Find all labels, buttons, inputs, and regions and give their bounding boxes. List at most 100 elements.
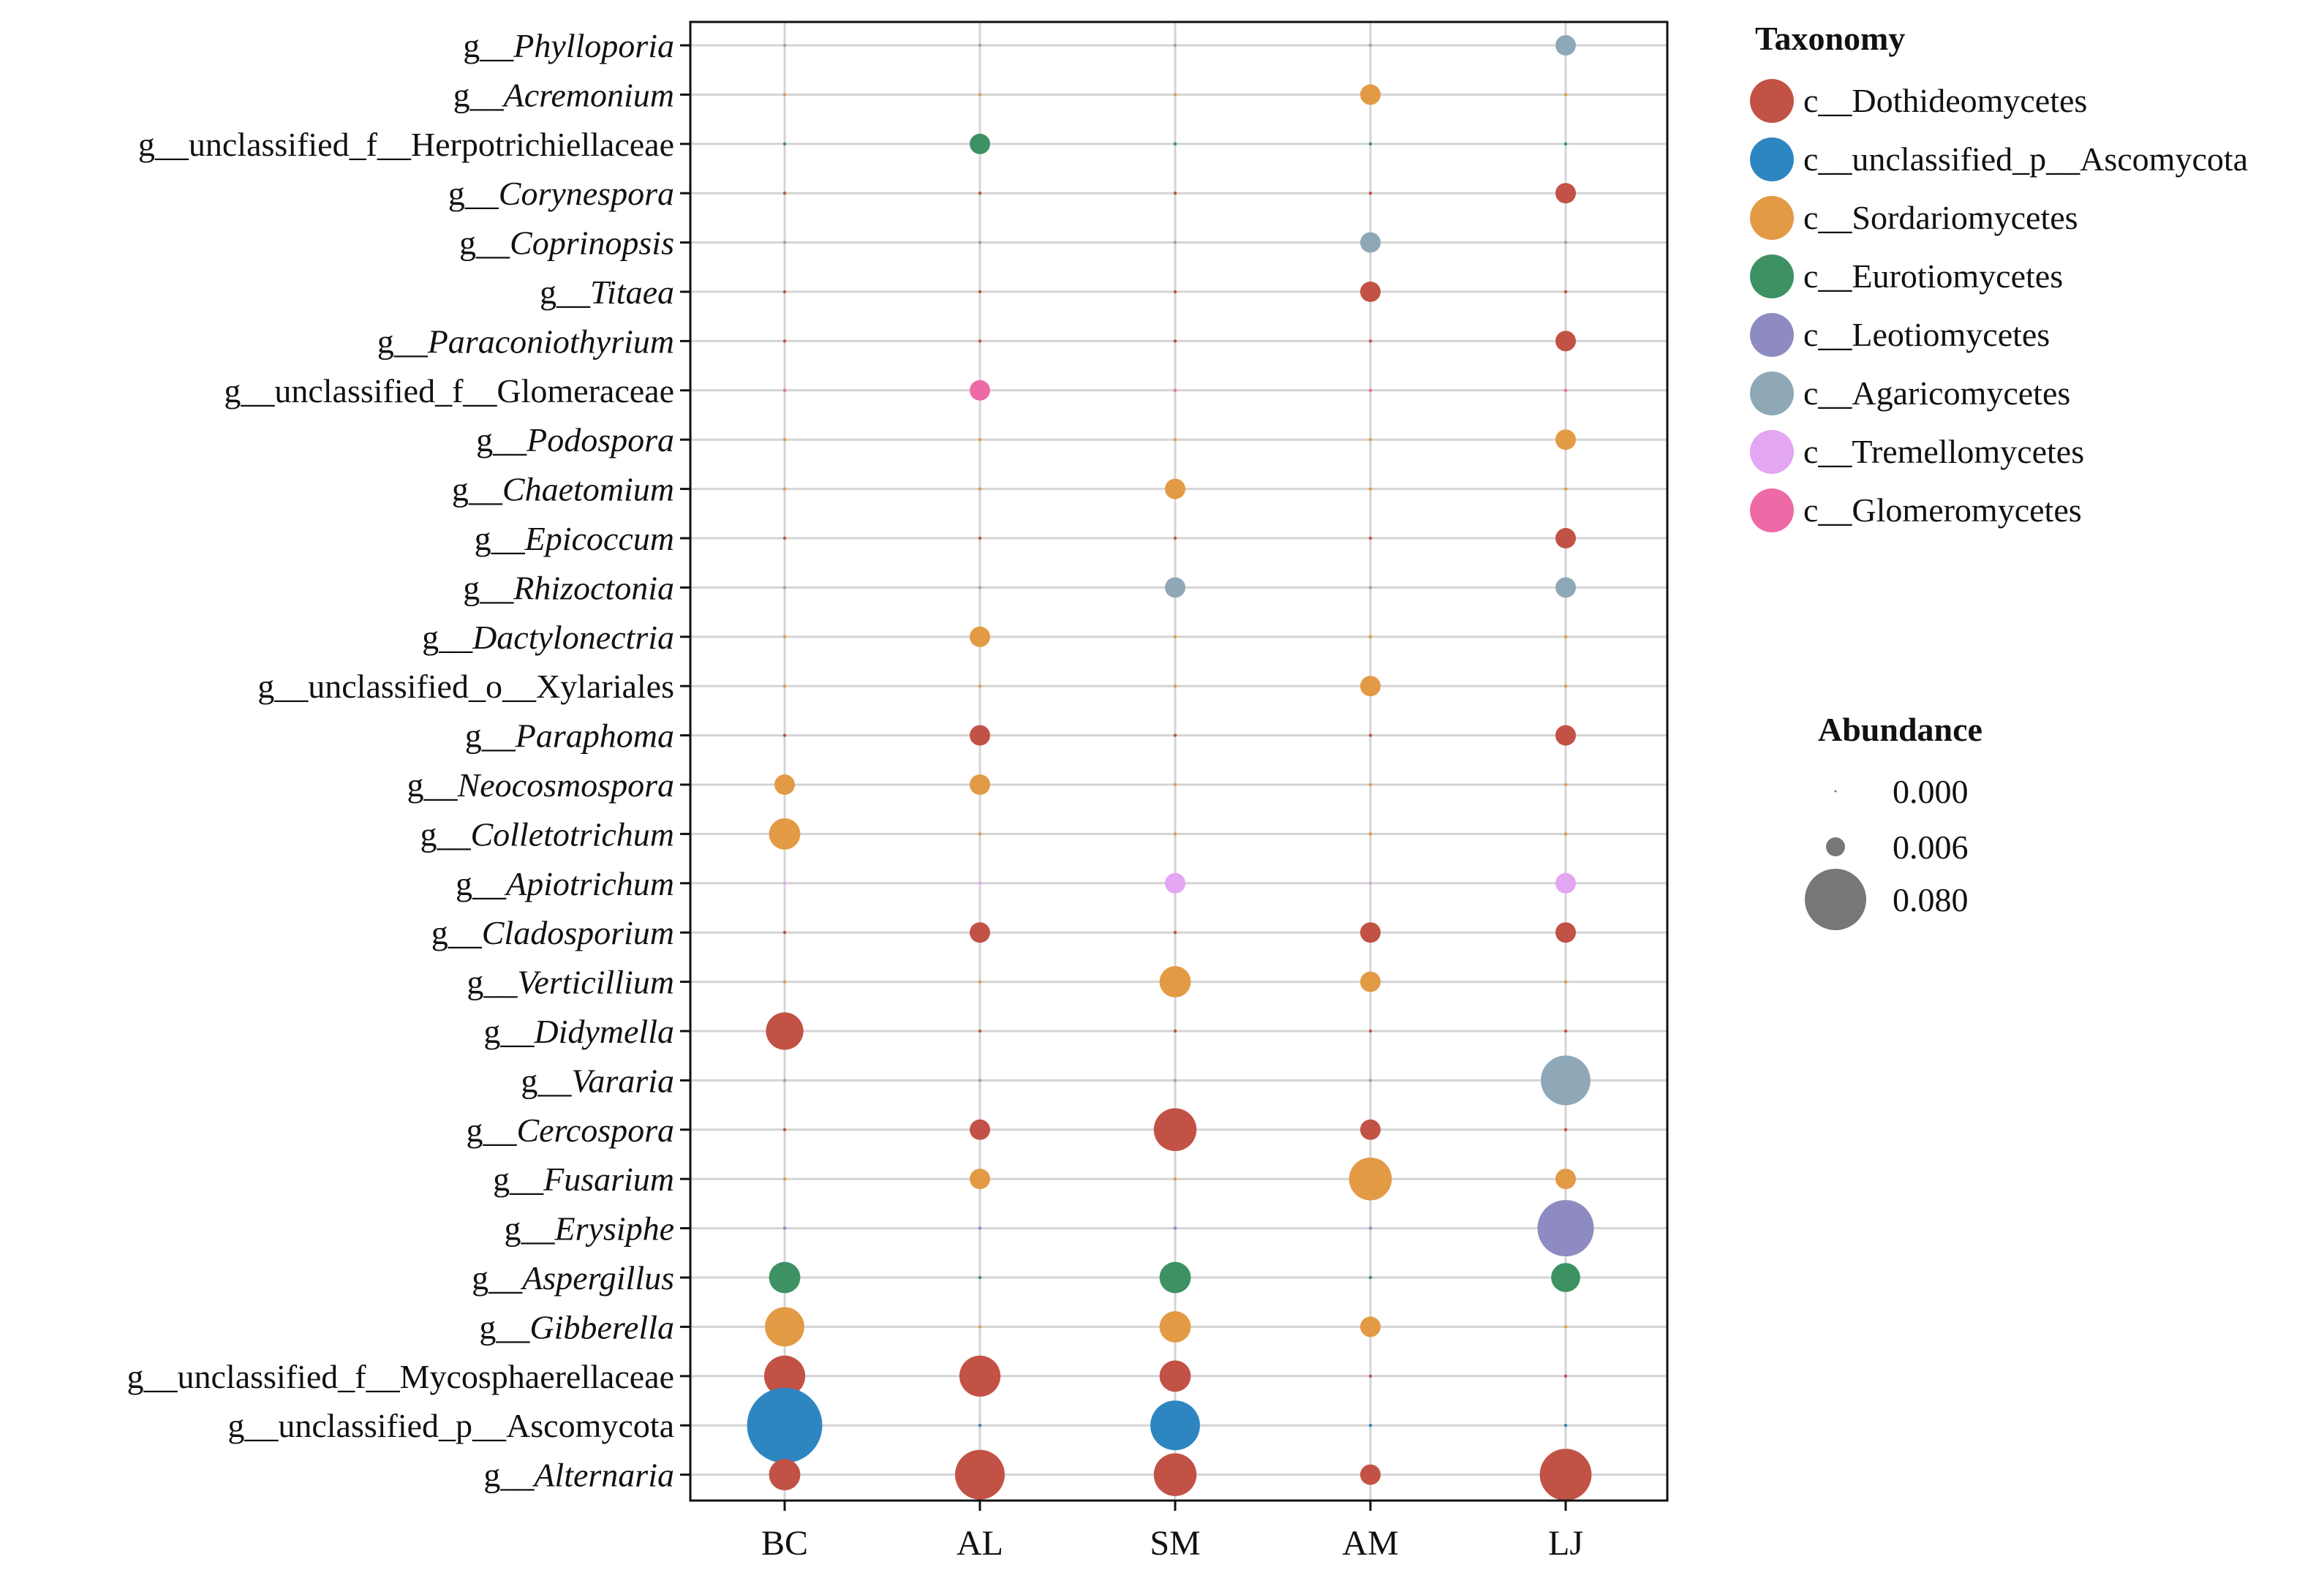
bubble-point: [1563, 1029, 1568, 1033]
bubble-point: [782, 684, 787, 688]
bubble-point: [1555, 331, 1576, 352]
y-tick-label: g__Coprinopsis: [459, 224, 674, 262]
bubble-point: [769, 1261, 801, 1294]
bubble-point: [978, 1424, 982, 1427]
bubble-point: [782, 487, 787, 491]
y-tick-label: g__Neocosmospora: [407, 766, 674, 804]
bubble-point: [978, 438, 982, 442]
bubble-point: [1360, 1316, 1381, 1337]
bubble-point: [1153, 1453, 1197, 1496]
bubble-layer: [747, 35, 1594, 1501]
bubble-point: [1173, 1079, 1177, 1082]
bubble-point: [970, 774, 990, 795]
bubble-point: [978, 1079, 982, 1082]
bubble-point: [1153, 1108, 1197, 1152]
bubble-point: [782, 339, 787, 343]
bubble-point: [1368, 192, 1373, 195]
bubble-point: [782, 536, 787, 540]
y-tick-label: g__Titaea: [540, 273, 674, 311]
bubble-point: [978, 980, 982, 984]
bubble-point: [978, 241, 982, 244]
bubble-point: [1555, 922, 1576, 943]
bubble-point: [1173, 93, 1177, 97]
bubble-point: [1563, 782, 1568, 787]
y-tick-label: g__unclassified_p__Ascomycota: [227, 1407, 674, 1444]
bubble-point: [782, 586, 787, 589]
y-tick-label: g__unclassified_f__Herpotrichiellaceae: [138, 126, 674, 163]
legend-key: [1750, 137, 1794, 181]
bubble-point: [1159, 966, 1191, 998]
legend-key: [1750, 254, 1794, 298]
bubble-point: [1173, 388, 1177, 392]
bubble-point: [782, 438, 787, 442]
bubble-point: [1555, 528, 1576, 548]
bubble-point: [1368, 487, 1373, 491]
bubble-point: [959, 1355, 1001, 1397]
bubble-point: [1360, 1119, 1381, 1140]
bubble-point: [1173, 192, 1177, 195]
y-tick-label: g__Phylloporia: [463, 27, 674, 64]
y-tick-label: g__Colletotrichum: [420, 815, 674, 853]
bubble-point: [1173, 290, 1177, 294]
bubble-point: [970, 725, 990, 746]
bubble-point: [782, 1079, 787, 1082]
size-legend-label: 0.006: [1893, 829, 1969, 866]
bubble-point: [766, 1012, 804, 1050]
bubble-point: [1360, 922, 1381, 943]
x-tick-label: SM: [1150, 1524, 1200, 1563]
bubble-point: [769, 1459, 801, 1491]
bubble-point: [1173, 931, 1177, 935]
legend-key: [1750, 430, 1794, 474]
bubble-point: [970, 133, 990, 154]
bubble-point: [1173, 684, 1177, 688]
bubble-point: [1555, 577, 1576, 598]
bubble-point: [978, 832, 982, 836]
bubble-point: [1555, 1169, 1576, 1190]
bubble-point: [1173, 339, 1177, 343]
bubble-point: [782, 881, 787, 886]
y-tick-label: g__Erysiphe: [504, 1210, 674, 1248]
bubble-point: [782, 931, 787, 935]
bubble-point: [1150, 1400, 1200, 1451]
bubble-point: [978, 43, 982, 48]
bubble-point: [1551, 1263, 1580, 1292]
size-legend-key: [1826, 837, 1845, 856]
bubble-point: [978, 536, 982, 540]
size-legend-label: 0.080: [1893, 881, 1969, 918]
x-tick-label: BC: [761, 1524, 808, 1563]
bubble-point: [1555, 183, 1576, 204]
bubble-point: [1368, 1424, 1373, 1427]
bubble-point: [1563, 142, 1568, 146]
bubble-point: [970, 1169, 990, 1190]
x-tick-label: AL: [957, 1524, 1003, 1563]
abundance-legend: Abundance 0.000 0.006 0.080: [1805, 711, 1982, 930]
y-tick-label: g__Epicoccum: [475, 520, 674, 557]
bubble-point: [1563, 1424, 1568, 1427]
bubble-point: [1173, 1177, 1177, 1181]
bubble-point: [978, 586, 982, 589]
bubble-point: [1173, 635, 1177, 638]
bubble-point: [978, 1325, 982, 1329]
bubble-point: [782, 1177, 787, 1181]
bubble-point: [1159, 1261, 1191, 1294]
bubble-point: [774, 774, 795, 795]
bubble-point: [1165, 478, 1185, 499]
y-tick-label: g__Podospora: [476, 421, 674, 459]
bubble-point: [955, 1449, 1005, 1500]
size-legend-key: [1834, 790, 1837, 793]
bubble-point: [1368, 782, 1373, 787]
bubble-point: [1173, 241, 1177, 244]
bubble-point: [1555, 725, 1576, 746]
legend-key: [1750, 488, 1794, 532]
bubble-point: [1165, 577, 1185, 598]
y-tick-label: g__Vararia: [521, 1062, 674, 1099]
legend-label: c__Dothideomycetes: [1803, 82, 2087, 119]
bubble-point: [978, 1275, 982, 1280]
taxonomy-legend: Taxonomy c__Dothideomycetes c__unclassifi…: [1750, 20, 2248, 532]
bubble-point: [1368, 1079, 1373, 1082]
bubble-point: [769, 818, 801, 850]
bubble-point: [1173, 832, 1177, 836]
bubble-point: [978, 93, 982, 97]
bubble-point: [1368, 388, 1373, 392]
